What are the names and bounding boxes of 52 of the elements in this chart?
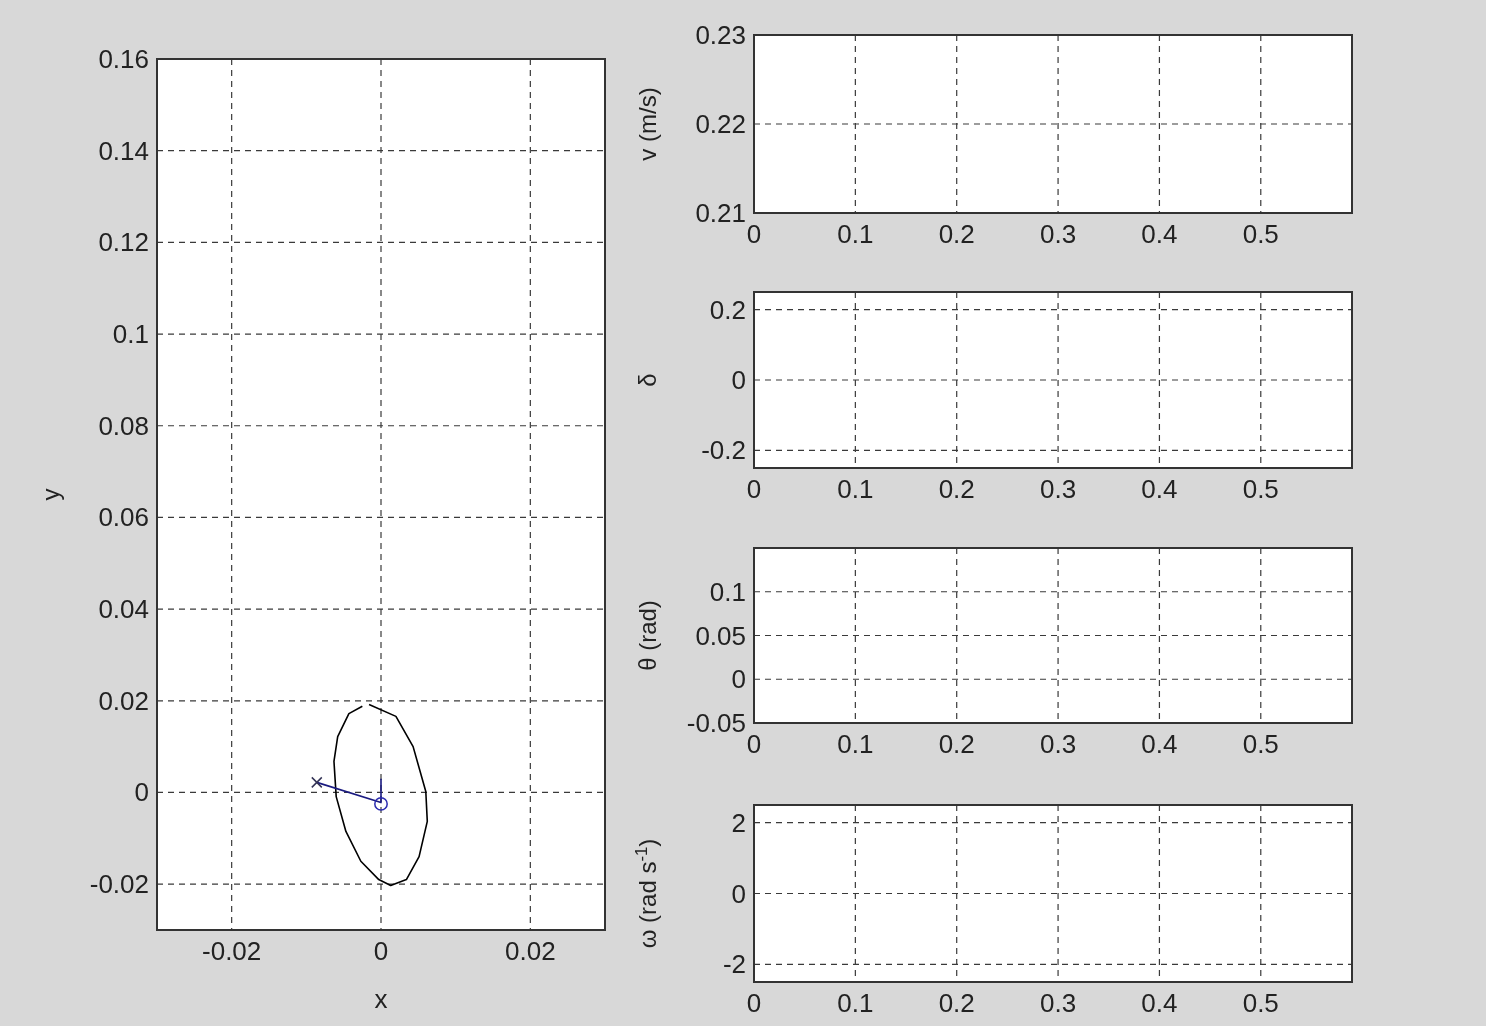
x-tick-label: 0.5 bbox=[1242, 729, 1279, 759]
y-tick-label: 0.02 bbox=[98, 685, 149, 716]
x-tick-label: 0.5 bbox=[1242, 219, 1279, 249]
y-tick-label: 0.22 bbox=[695, 109, 746, 139]
x-tick-label: 0.02 bbox=[505, 936, 556, 966]
y-tick-label: 0.16 bbox=[98, 44, 149, 74]
y-axis-title: v (m/s) bbox=[634, 87, 661, 161]
y-tick-label: 0.06 bbox=[98, 502, 149, 533]
y-tick-label: 0.23 bbox=[695, 20, 746, 50]
y-tick-label: 0 bbox=[134, 777, 149, 808]
x-tick-label: -0.02 bbox=[202, 936, 262, 966]
x-tick-label: 0.5 bbox=[1242, 988, 1279, 1018]
y-tick-label: 0.2 bbox=[709, 294, 746, 325]
y-tick-label: -0.02 bbox=[89, 869, 149, 900]
x-tick-label: 0.3 bbox=[1039, 474, 1077, 504]
y-tick-label: 0.12 bbox=[98, 227, 149, 258]
y-tick-label: 0.1 bbox=[709, 576, 746, 607]
y-tick-label: 0 bbox=[731, 664, 746, 695]
x-tick-label: 0.3 bbox=[1039, 729, 1077, 759]
x-tick-label: 0.3 bbox=[1039, 988, 1077, 1018]
y-tick-label: 2 bbox=[731, 807, 746, 838]
x-tick-label: 0.4 bbox=[1141, 474, 1178, 504]
y-tick-label: 0.21 bbox=[695, 198, 746, 228]
x-tick-label: 0.1 bbox=[837, 219, 874, 249]
x-tick-label: 0.1 bbox=[837, 474, 874, 504]
x-tick-label: 0.2 bbox=[938, 219, 975, 249]
y-tick-label: 0.1 bbox=[112, 319, 149, 350]
x-tick-label: 0.4 bbox=[1141, 219, 1178, 249]
x-tick-label: 0.1 bbox=[837, 729, 874, 759]
x-tick-label: 0 bbox=[373, 936, 389, 966]
x-tick-label: 0.4 bbox=[1141, 988, 1178, 1018]
x-tick-label: 0.5 bbox=[1242, 474, 1279, 504]
y-axis-title: δ bbox=[634, 373, 661, 387]
y-tick-label: 0.08 bbox=[98, 410, 149, 441]
y-tick-label: -2 bbox=[722, 949, 746, 980]
x-tick-label: 0.2 bbox=[938, 474, 975, 504]
x-tick-label: 0.1 bbox=[837, 988, 874, 1018]
x-tick-label: 0.2 bbox=[938, 729, 975, 759]
y-tick-label: 0.04 bbox=[98, 594, 149, 625]
y-tick-label: 0.14 bbox=[98, 135, 149, 166]
line-series bbox=[333, 703, 429, 887]
x-tick-label: 0.4 bbox=[1141, 729, 1178, 759]
y-tick-label: -0.05 bbox=[686, 708, 746, 738]
y-tick-label: -0.2 bbox=[701, 435, 746, 466]
y-tick-label: 0 bbox=[731, 365, 746, 395]
x-axis-title: x bbox=[374, 984, 388, 1014]
y-axis-title: θ (rad) bbox=[634, 600, 661, 671]
x-tick-label: 0.3 bbox=[1039, 219, 1077, 249]
y-tick-label: 0 bbox=[731, 878, 746, 909]
y-tick-label: 0.05 bbox=[695, 620, 746, 651]
y-axis-title: y bbox=[37, 488, 64, 501]
x-tick-label: 0.2 bbox=[938, 988, 975, 1018]
